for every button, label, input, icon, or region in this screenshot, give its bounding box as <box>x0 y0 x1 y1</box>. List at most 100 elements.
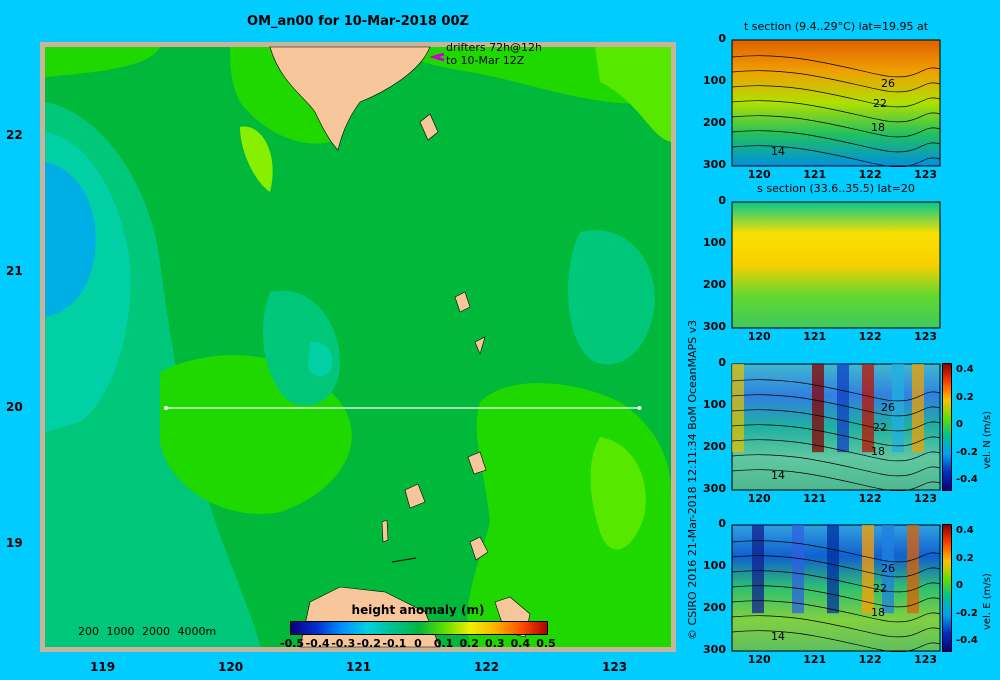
contour-line <box>731 70 941 93</box>
lat-tick-19: 19 <box>6 536 23 550</box>
section-panel-3[interactable]: 26 22 18 14 0 100 200 300 120 121 122 123 0.4 0.2 0 -0.… <box>700 342 1000 512</box>
velocity-streak <box>862 364 874 453</box>
contour-line <box>731 85 941 108</box>
contour-line <box>731 115 941 138</box>
map-panel[interactable] <box>40 42 676 652</box>
contour-line <box>731 585 941 608</box>
contour-line <box>731 439 941 462</box>
section-lon-tick: 122 <box>858 168 882 181</box>
bright-nw <box>45 47 160 77</box>
contour-line <box>731 555 941 578</box>
section-lon-tick: 121 <box>803 330 827 343</box>
velocity-streak <box>812 364 824 453</box>
depth-tick: 200 <box>703 601 726 614</box>
depth-tick: 300 <box>703 482 726 495</box>
depth-tick: 300 <box>703 158 726 171</box>
velocity-colorbar <box>942 363 952 491</box>
colorbar <box>290 621 548 635</box>
island-8 <box>391 557 417 563</box>
contour-line <box>731 540 941 563</box>
map-svg <box>40 42 676 652</box>
colorbar-label: -0.5 <box>280 637 305 650</box>
velocity-tick: 0.2 <box>956 552 974 564</box>
depth-tick: 100 <box>703 398 726 411</box>
teal-sw <box>45 462 208 647</box>
velocity-streak <box>862 525 874 614</box>
contour-label: 26 <box>881 77 895 90</box>
colorbar-label: -0.1 <box>382 637 407 650</box>
velocity-streak <box>752 525 764 614</box>
velocity-tick: -0.2 <box>956 607 978 619</box>
velocity-tick: 0 <box>956 419 963 430</box>
depth-tick: 0 <box>718 356 726 369</box>
section-lon-tick: 121 <box>803 653 827 666</box>
colorbar-label: -0.3 <box>331 637 356 650</box>
contour-line <box>731 615 941 638</box>
section-lon-tick: 120 <box>747 653 771 666</box>
section-panel-2[interactable]: s section (33.6..35.5) lat=20 0 100 200 300 1… <box>700 180 1000 350</box>
island-1 <box>419 113 439 141</box>
section-field <box>731 39 941 167</box>
colorbar-label: 0.5 <box>536 637 556 650</box>
colorbar-label: -0.4 <box>305 637 330 650</box>
contour-line <box>731 379 941 402</box>
contour-line <box>731 424 941 447</box>
depth-tick: 100 <box>703 236 726 249</box>
land-taiwan <box>269 46 431 151</box>
contour-line <box>731 409 941 432</box>
section-panel-1[interactable]: t section (9.4..29°C) lat=19.95 at 26 22 18… <box>700 18 1000 188</box>
section-field <box>731 201 941 329</box>
lon-tick-121: 121 <box>346 660 372 674</box>
contour-line <box>731 145 941 167</box>
velocity-colorbar <box>942 524 952 652</box>
velocity-streak <box>882 525 894 614</box>
depth-tick: 200 <box>703 278 726 291</box>
section-plot: 26 22 18 14 <box>731 363 941 491</box>
lon-tick-123: 123 <box>602 660 628 674</box>
velocity-tick: -0.2 <box>956 446 978 458</box>
section-panel-4[interactable]: 26 22 18 14 0 100 200 300 120 121 122 123 0.4 0.2 0 -0.… <box>700 503 1000 673</box>
section-lon-tick: 123 <box>914 168 938 181</box>
contour-line <box>731 100 941 123</box>
section-lon-tick: 122 <box>858 330 882 343</box>
colorbar-label: 0.4 <box>510 637 531 650</box>
section-plot: 26 22 18 14 <box>731 524 941 652</box>
island-6 <box>469 536 489 561</box>
contour-label: 26 <box>881 401 895 414</box>
colorbar-labels: -0.5 -0.4 -0.3 -0.2 -0.1 0 0.1 0.2 0.3 0.4 0.5 <box>280 637 556 653</box>
lat-tick-21: 21 <box>6 264 23 278</box>
section-lon-tick: 121 <box>803 492 827 505</box>
teal-east <box>568 230 655 365</box>
map-title: OM_an00 for 10-Mar-2018 00Z <box>247 14 469 29</box>
section-lon-tick: 120 <box>747 168 771 181</box>
velocity-streak <box>827 525 839 614</box>
section-end-marker <box>637 406 642 410</box>
colorbar-label: 0.2 <box>459 637 479 650</box>
lime-spot-n <box>240 126 273 192</box>
contour-label: 18 <box>871 121 885 134</box>
contour-label: 22 <box>873 97 887 110</box>
contour-label: 22 <box>873 421 887 434</box>
bathy-2000: 2000 <box>142 625 170 638</box>
section-lon-tick: 120 <box>747 492 771 505</box>
velocity-tick: 0.4 <box>956 525 974 536</box>
section-panel-title: t section (9.4..29°C) lat=19.95 at <box>743 20 929 33</box>
colorbar-label: 0.3 <box>485 637 505 650</box>
colorbar-title: height anomaly (m) <box>351 603 485 617</box>
section-lon-tick: 120 <box>747 330 771 343</box>
section-panel-title: s section (33.6..35.5) lat=20 <box>757 182 915 195</box>
velocity-unit: vel. E (m/s) <box>982 573 993 630</box>
colorbar-label: -0.2 <box>356 637 381 650</box>
bright-ne-2 <box>595 47 671 142</box>
contour-line <box>731 394 941 417</box>
depth-tick: 200 <box>703 116 726 129</box>
teal-center-2 <box>308 341 333 377</box>
island-7 <box>381 519 389 543</box>
bathymetry-legend: 200 1000 2000 4000m <box>78 625 216 638</box>
section-plot <box>731 201 941 329</box>
bathy-1000: 1000 <box>106 625 135 638</box>
contour-line <box>731 454 941 477</box>
island-3 <box>474 336 486 355</box>
island-2 <box>454 291 471 313</box>
contour-label: 14 <box>771 469 785 482</box>
